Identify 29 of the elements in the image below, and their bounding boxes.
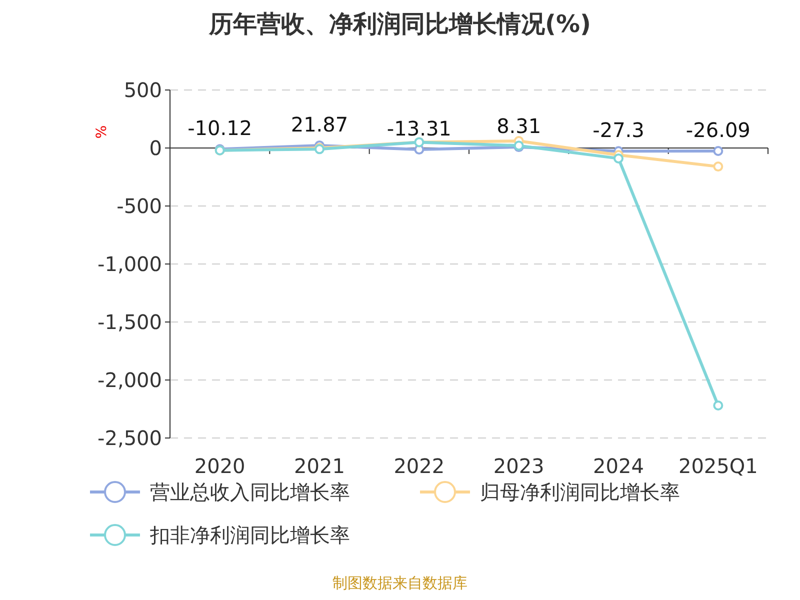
x-tick-label: 2022 [394, 454, 445, 478]
y-tick-label: 0 [149, 136, 162, 160]
data-label: -27.3 [592, 118, 644, 142]
y-tick-label: -2,500 [98, 426, 162, 450]
x-tick-label: 2021 [294, 454, 345, 478]
point [614, 153, 624, 164]
x-tick-label: 2025Q1 [678, 454, 758, 478]
x-tick-label: 2020 [194, 454, 246, 478]
legend-label: 营业总收入同比增长率 [150, 480, 350, 504]
data-label: -26.09 [686, 118, 750, 142]
y-axis-title: % [94, 125, 110, 139]
data-label: 21.87 [290, 112, 348, 136]
chart-title: 历年营收、净利润同比增长情况(%) [208, 10, 591, 38]
x-tick-label: 2024 [593, 454, 644, 478]
y-tick-label: -1,500 [98, 310, 162, 334]
point [713, 162, 724, 172]
point [713, 146, 724, 156]
point [713, 400, 724, 411]
y-tick-label: -500 [116, 194, 162, 218]
y-tick-label: -2,000 [98, 368, 162, 392]
y-tick-label: -1,000 [98, 252, 162, 276]
data-label: 8.31 [496, 114, 542, 138]
legend-label: 扣非净利润同比增长率 [149, 523, 350, 547]
data-label: -13.31 [386, 116, 452, 141]
legend-label: 归母净利润同比增长率 [480, 480, 680, 504]
y-tick-label: 500 [124, 78, 162, 102]
text: 制图数据来自数据库 [332, 574, 468, 592]
data-label: -10.12 [188, 116, 252, 140]
x-tick-label: 2023 [493, 454, 544, 478]
